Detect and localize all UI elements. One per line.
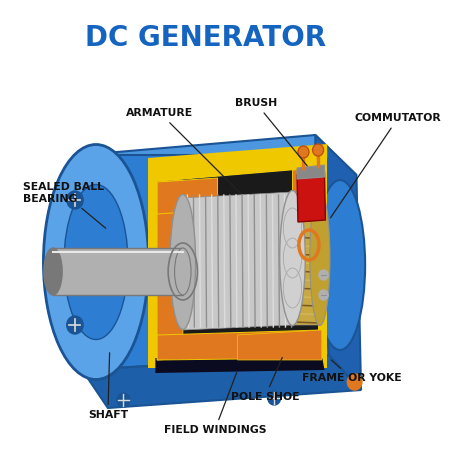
- Ellipse shape: [43, 144, 148, 379]
- Polygon shape: [318, 148, 327, 358]
- Ellipse shape: [175, 248, 191, 295]
- Polygon shape: [292, 168, 320, 272]
- Polygon shape: [155, 168, 322, 358]
- Polygon shape: [148, 358, 327, 368]
- Polygon shape: [157, 178, 217, 214]
- Ellipse shape: [310, 190, 330, 326]
- Polygon shape: [82, 155, 329, 370]
- Text: SEALED BALL
BEARING: SEALED BALL BEARING: [23, 182, 106, 228]
- Circle shape: [67, 316, 83, 334]
- Text: FIELD WINDINGS: FIELD WINDINGS: [163, 373, 266, 435]
- Ellipse shape: [64, 185, 128, 339]
- Polygon shape: [82, 135, 356, 195]
- Circle shape: [67, 191, 83, 209]
- Circle shape: [319, 270, 328, 280]
- Text: FRAME OR YOKE: FRAME OR YOKE: [302, 360, 401, 383]
- Polygon shape: [292, 190, 320, 325]
- Ellipse shape: [280, 190, 305, 326]
- Polygon shape: [297, 172, 325, 222]
- Polygon shape: [53, 248, 183, 295]
- Polygon shape: [297, 165, 324, 179]
- Ellipse shape: [170, 195, 196, 329]
- Polygon shape: [155, 355, 324, 373]
- Circle shape: [117, 393, 130, 407]
- Polygon shape: [82, 355, 361, 408]
- Polygon shape: [148, 144, 327, 172]
- Text: POLE SHOE: POLE SHOE: [231, 358, 299, 402]
- Circle shape: [347, 374, 362, 390]
- Ellipse shape: [44, 248, 62, 295]
- Polygon shape: [183, 192, 292, 330]
- Circle shape: [268, 391, 281, 405]
- Text: BRUSH: BRUSH: [235, 98, 307, 166]
- Polygon shape: [315, 135, 361, 390]
- Polygon shape: [157, 180, 183, 360]
- Text: ARMATURE: ARMATURE: [126, 108, 240, 193]
- Polygon shape: [148, 160, 157, 362]
- Polygon shape: [238, 330, 322, 360]
- Polygon shape: [151, 162, 155, 360]
- Text: COMMUTATOR: COMMUTATOR: [331, 113, 441, 218]
- Ellipse shape: [298, 146, 309, 158]
- Ellipse shape: [313, 144, 324, 156]
- Ellipse shape: [315, 180, 365, 350]
- Polygon shape: [157, 330, 323, 360]
- Polygon shape: [151, 148, 324, 182]
- Text: SHAFT: SHAFT: [88, 353, 128, 420]
- Text: DC GENERATOR: DC GENERATOR: [85, 24, 326, 52]
- Circle shape: [319, 290, 328, 300]
